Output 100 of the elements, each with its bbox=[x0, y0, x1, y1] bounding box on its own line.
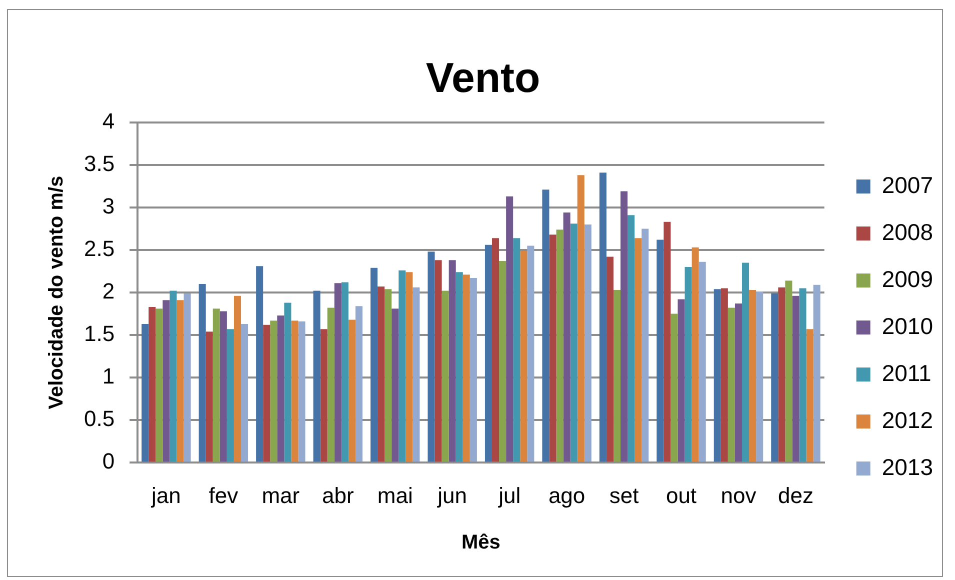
y-tick-label: 3.5 bbox=[84, 150, 115, 176]
legend-label: 2011 bbox=[882, 360, 932, 386]
bar bbox=[806, 329, 814, 462]
bar bbox=[384, 289, 392, 462]
bar bbox=[398, 270, 406, 462]
x-tick-label: ago bbox=[548, 482, 586, 508]
y-tick-label: 1 bbox=[102, 364, 115, 389]
bar bbox=[170, 290, 177, 462]
bar bbox=[442, 290, 449, 462]
bar bbox=[749, 290, 756, 462]
bar bbox=[520, 250, 528, 462]
bar bbox=[241, 324, 248, 462]
bar bbox=[613, 290, 621, 462]
bar bbox=[664, 222, 671, 462]
bar bbox=[606, 256, 614, 462]
chart-title: Vento bbox=[426, 54, 540, 101]
bar bbox=[484, 244, 492, 462]
bar bbox=[728, 308, 735, 462]
bar bbox=[742, 262, 750, 462]
bar bbox=[678, 299, 685, 462]
bar bbox=[162, 300, 170, 462]
x-tick-label: dez bbox=[778, 482, 814, 508]
bar bbox=[620, 191, 628, 462]
bar bbox=[448, 260, 456, 462]
y-tick-label: 4 bbox=[102, 108, 115, 134]
bar bbox=[406, 272, 413, 462]
bar bbox=[771, 293, 778, 462]
bar bbox=[692, 247, 699, 462]
legend-label: 2012 bbox=[882, 406, 934, 433]
x-tick-label: abr bbox=[322, 482, 354, 508]
bar bbox=[370, 268, 378, 462]
legend-label: 2013 bbox=[882, 454, 934, 480]
bar bbox=[714, 289, 721, 462]
bar bbox=[813, 284, 820, 462]
bar bbox=[378, 286, 385, 462]
bar bbox=[599, 172, 606, 462]
bar bbox=[792, 296, 800, 462]
bar bbox=[355, 306, 362, 462]
bar bbox=[298, 321, 306, 462]
y-tick-label: 1.5 bbox=[84, 321, 115, 346]
bar bbox=[506, 196, 514, 462]
bar bbox=[198, 284, 206, 462]
bar bbox=[220, 311, 227, 462]
bar bbox=[756, 292, 764, 462]
bar bbox=[492, 238, 500, 462]
y-tick-label: 0 bbox=[102, 448, 115, 474]
bar bbox=[462, 274, 470, 462]
bar bbox=[542, 190, 550, 462]
y-tick-label: 2 bbox=[102, 278, 115, 304]
bar bbox=[434, 260, 442, 462]
bar bbox=[428, 252, 435, 462]
bar bbox=[320, 329, 328, 462]
bar bbox=[456, 272, 463, 462]
bar bbox=[334, 283, 342, 462]
bar bbox=[577, 175, 584, 462]
bar bbox=[184, 293, 191, 462]
bar bbox=[348, 320, 356, 462]
y-tick-label: 3 bbox=[102, 194, 115, 219]
bar bbox=[720, 288, 728, 462]
bar bbox=[698, 262, 706, 462]
bar bbox=[734, 304, 742, 462]
bar bbox=[234, 296, 242, 462]
x-tick-label: set bbox=[609, 482, 639, 508]
legend-label: 2009 bbox=[882, 266, 934, 292]
bar bbox=[206, 332, 213, 462]
x-tick-label: jun bbox=[436, 482, 468, 508]
x-tick-label: nov bbox=[720, 482, 756, 508]
bar bbox=[634, 238, 642, 462]
x-axis-title: Mês bbox=[462, 532, 500, 554]
bar bbox=[656, 240, 664, 462]
bar bbox=[277, 315, 284, 462]
bar bbox=[556, 230, 564, 462]
bar bbox=[549, 234, 556, 462]
bar bbox=[584, 224, 592, 462]
x-tick-label: fev bbox=[208, 482, 238, 508]
y-tick-label: 2.5 bbox=[84, 236, 115, 262]
x-tick-label: out bbox=[666, 482, 697, 508]
bar bbox=[226, 329, 234, 462]
bar bbox=[270, 320, 278, 462]
legend-label: 2008 bbox=[882, 218, 934, 245]
x-tick-label: mai bbox=[377, 482, 413, 508]
bar bbox=[148, 306, 156, 462]
bar bbox=[256, 266, 264, 462]
bar bbox=[563, 212, 570, 462]
bar bbox=[291, 320, 298, 462]
bar bbox=[642, 228, 649, 462]
bar bbox=[513, 238, 520, 462]
bar bbox=[799, 288, 806, 462]
bar bbox=[392, 308, 399, 462]
y-axis-title: Velocidade do vento m/s bbox=[46, 176, 68, 410]
bar bbox=[284, 302, 292, 462]
bar bbox=[499, 261, 506, 462]
legend-label: 2007 bbox=[882, 172, 934, 198]
bar bbox=[341, 282, 348, 462]
legend-label: 2010 bbox=[882, 312, 934, 339]
x-tick-label: mar bbox=[262, 482, 300, 508]
bar bbox=[142, 324, 149, 462]
bar bbox=[212, 308, 220, 462]
x-tick-label: jul bbox=[498, 482, 521, 508]
bar bbox=[778, 287, 786, 462]
